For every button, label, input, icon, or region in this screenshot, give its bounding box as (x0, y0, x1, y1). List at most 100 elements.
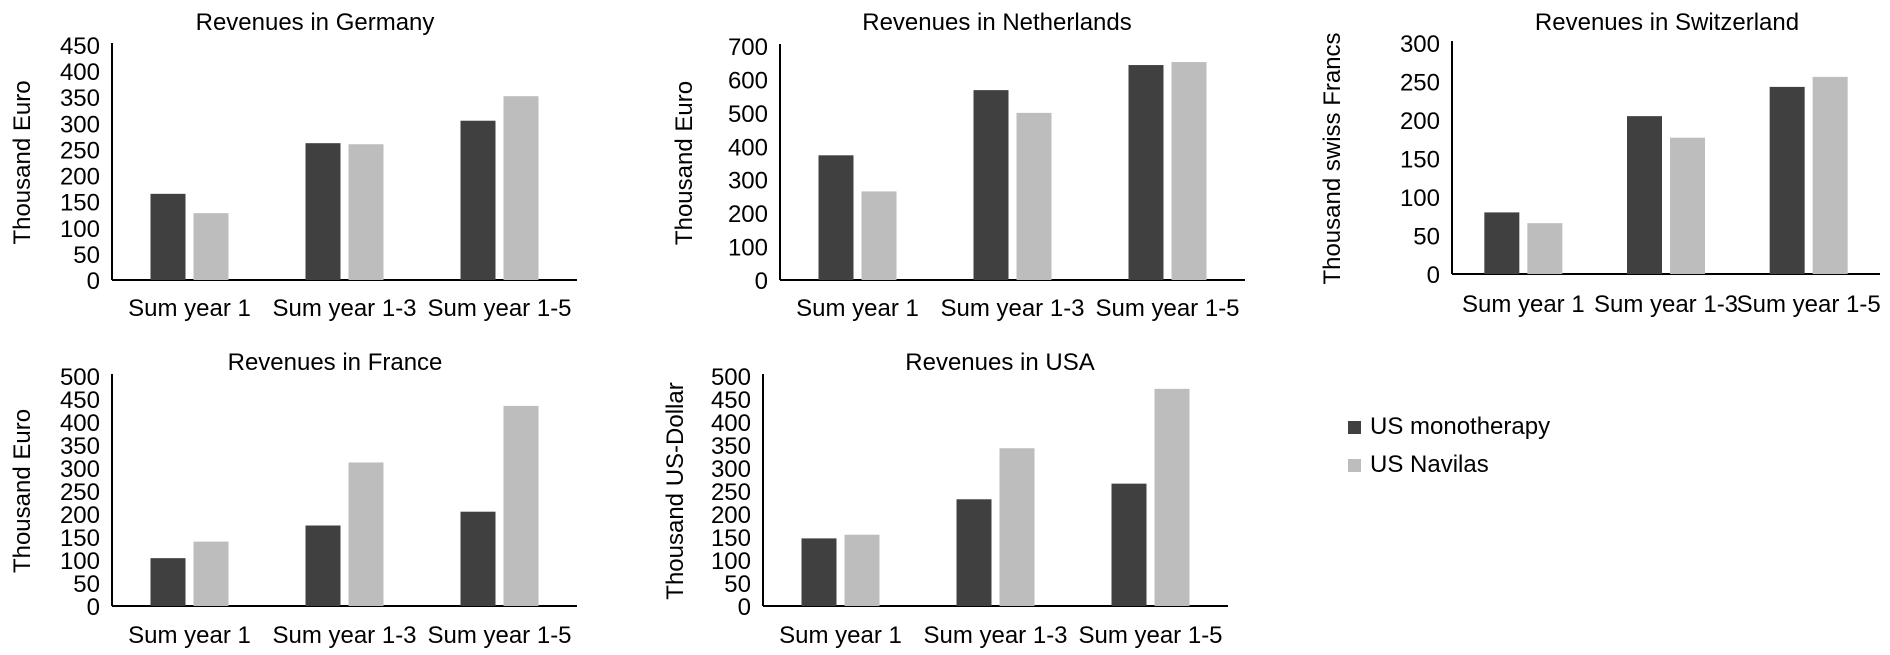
bar-monotherapy (1627, 116, 1662, 275)
y-axis-label: Thousand Euro (671, 81, 698, 245)
x-tick-label: Sum year 1-3 (923, 622, 1067, 649)
y-tick-label: 450 (60, 33, 100, 60)
y-tick-label: 500 (728, 101, 768, 128)
y-tick-label: 250 (711, 479, 751, 506)
x-tick-label: Sum year 1-5 (427, 622, 571, 649)
x-tick-label: Sum year 1-3 (940, 295, 1084, 322)
chart-title: Revenues in Germany (196, 9, 435, 36)
x-tick-label: Sum year 1-3 (272, 622, 416, 649)
legend: US monotherapy US Navilas (1348, 408, 1550, 484)
legend-item: US Navilas (1348, 446, 1550, 484)
y-tick-label: 100 (1400, 185, 1440, 212)
y-tick-label: 400 (728, 134, 768, 161)
y-tick-label: 600 (728, 67, 768, 94)
y-tick-label: 0 (755, 268, 768, 295)
y-tick-label: 250 (1400, 70, 1440, 97)
y-tick-label: 200 (60, 502, 100, 529)
x-tick-label: Sum year 1-3 (1594, 291, 1738, 318)
bar-navilas (193, 213, 229, 280)
y-tick-label: 300 (60, 111, 100, 138)
bar-navilas (348, 144, 384, 280)
bar-navilas (844, 534, 880, 606)
bar-navilas (1812, 76, 1848, 274)
legend-swatch (1348, 420, 1361, 434)
bar-monotherapy (460, 120, 496, 280)
x-tick-label: Sum year 1 (128, 295, 251, 322)
x-tick-label: Sum year 1 (779, 622, 902, 649)
chart-title: Revenues in USA (905, 349, 1094, 376)
legend-label: US monotherapy (1370, 413, 1551, 440)
y-tick-label: 100 (60, 216, 100, 243)
y-axis-label: Thousand swiss Francs (1319, 32, 1346, 284)
y-tick-label: 200 (1400, 108, 1440, 135)
y-tick-label: 100 (711, 548, 751, 575)
bar-monotherapy (1128, 65, 1164, 280)
bar-navilas (1016, 112, 1052, 280)
y-tick-label: 50 (73, 242, 100, 269)
y-axis-label: Thousand Euro (9, 80, 36, 244)
x-tick-label: Sum year 1-5 (427, 295, 571, 322)
bar-navilas (1171, 62, 1207, 280)
y-tick-label: 150 (60, 525, 100, 552)
y-tick-label: 50 (724, 571, 751, 598)
x-tick-label: Sum year 1-3 (272, 295, 416, 322)
bar-monotherapy (801, 538, 837, 606)
y-axis-label: Thousand US-Dollar (662, 382, 689, 599)
y-tick-label: 0 (1427, 262, 1440, 289)
y-tick-label: 350 (711, 433, 751, 460)
y-tick-label: 300 (60, 456, 100, 483)
y-tick-label: 0 (738, 594, 751, 621)
x-tick-label: Sum year 1-5 (1095, 295, 1239, 322)
bar-monotherapy (818, 155, 854, 280)
y-tick-label: 400 (711, 410, 751, 437)
bar-navilas (861, 191, 897, 280)
y-tick-label: 450 (711, 387, 751, 414)
bar-monotherapy (1111, 483, 1147, 606)
y-tick-label: 200 (711, 502, 751, 529)
chart-title: Revenues in Netherlands (862, 9, 1132, 36)
y-tick-label: 150 (711, 525, 751, 552)
bar-monotherapy (460, 511, 496, 606)
y-tick-label: 300 (711, 456, 751, 483)
y-tick-label: 350 (60, 433, 100, 460)
x-tick-label: Sum year 1 (128, 622, 251, 649)
bar-monotherapy (1484, 212, 1520, 274)
bar-navilas (1527, 223, 1563, 274)
bar-navilas (348, 462, 384, 606)
y-tick-label: 400 (60, 410, 100, 437)
y-tick-label: 200 (60, 164, 100, 191)
bar-monotherapy (973, 90, 1009, 280)
chart-title: Revenues in France (228, 349, 443, 376)
y-tick-label: 250 (60, 479, 100, 506)
y-tick-label: 250 (60, 137, 100, 164)
x-tick-label: Sum year 1-5 (1078, 622, 1222, 649)
legend-item: US monotherapy (1348, 408, 1550, 446)
legend-label: US Navilas (1370, 451, 1489, 478)
x-tick-label: Sum year 1 (1462, 291, 1585, 318)
y-tick-label: 0 (87, 594, 100, 621)
bar-navilas (193, 541, 229, 606)
y-tick-label: 400 (60, 59, 100, 86)
bar-navilas (1154, 388, 1190, 606)
bar-navilas (999, 448, 1035, 606)
bar-monotherapy (150, 193, 186, 280)
y-tick-label: 350 (60, 85, 100, 112)
bar-navilas (503, 96, 539, 280)
y-tick-label: 700 (728, 34, 768, 61)
y-tick-label: 100 (728, 235, 768, 262)
y-tick-label: 150 (60, 190, 100, 217)
y-tick-label: 500 (711, 364, 751, 391)
y-tick-label: 0 (87, 268, 100, 295)
y-tick-label: 50 (73, 571, 100, 598)
bar-monotherapy (305, 525, 341, 606)
bar-monotherapy (305, 143, 341, 280)
y-axis-label: Thousand Euro (9, 409, 36, 573)
y-tick-label: 500 (60, 364, 100, 391)
y-tick-label: 450 (60, 387, 100, 414)
y-tick-label: 300 (1400, 31, 1440, 58)
